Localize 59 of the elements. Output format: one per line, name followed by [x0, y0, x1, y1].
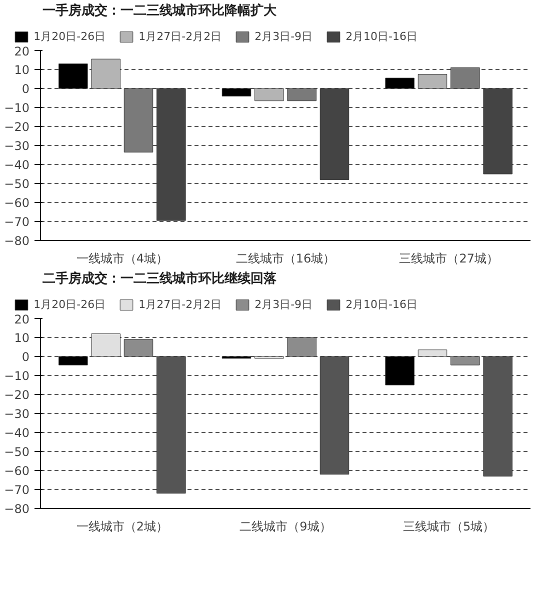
bar	[91, 58, 120, 89]
bar	[156, 88, 186, 221]
y-tick-label: −60	[4, 196, 30, 210]
y-tick-label: −70	[4, 483, 30, 497]
x-tick-label: 二线城市（9城）	[240, 520, 332, 534]
bar	[385, 356, 414, 386]
y-tick-label: 0	[22, 82, 30, 96]
y-tick-label: −40	[4, 426, 30, 440]
bar	[450, 356, 480, 366]
x-tick-label: 一线城市（4城）	[76, 252, 168, 266]
y-tick-label: −20	[4, 120, 30, 134]
y-tick-label: −10	[4, 101, 30, 115]
y-tick-label: −70	[4, 215, 30, 229]
legend-label: 1月27日-2月2日	[138, 297, 222, 312]
y-tick-label: −50	[4, 445, 30, 459]
legend-label: 1月27日-2月2日	[138, 29, 222, 44]
legend-label: 1月20日-26日	[34, 29, 106, 44]
legend-label: 2月3日-9日	[254, 29, 313, 44]
y-tick-label: −80	[4, 234, 30, 248]
legend-label: 2月10日-16日	[346, 29, 418, 44]
bar	[450, 67, 480, 89]
y-tick-label: −80	[4, 502, 30, 516]
bar	[124, 339, 154, 357]
bar	[91, 333, 120, 357]
y-tick-label: 20	[14, 312, 30, 326]
bar	[483, 88, 512, 174]
y-tick-label: −50	[4, 177, 30, 191]
y-tick-label: −40	[4, 158, 30, 172]
bar	[483, 356, 512, 476]
x-tick-label: 三线城市（27城）	[399, 252, 498, 266]
y-tick-label: −30	[4, 139, 30, 153]
bar	[320, 88, 350, 180]
y-tick-label: −30	[4, 407, 30, 421]
bar	[58, 356, 88, 366]
chart-title: 一手房成交：一二三线城市环比降幅扩大	[42, 2, 278, 18]
bar	[418, 350, 448, 357]
bar	[385, 78, 414, 89]
y-tick-label: −60	[4, 464, 30, 478]
y-tick-label: 10	[14, 63, 30, 77]
bar	[320, 356, 350, 475]
y-tick-label: −20	[4, 388, 30, 402]
y-tick-label: 10	[14, 331, 30, 345]
y-tick-label: 0	[22, 350, 30, 364]
y-tick-label: 20	[14, 44, 30, 58]
bar	[124, 88, 154, 152]
legend-label: 1月20日-26日	[34, 297, 106, 312]
legend-label: 2月3日-9日	[254, 297, 313, 312]
y-tick-label: −10	[4, 369, 30, 383]
x-tick-label: 一线城市（2城）	[76, 520, 168, 534]
x-tick-label: 三线城市（5城）	[403, 520, 495, 534]
legend-label: 2月10日-16日	[346, 297, 418, 312]
bar	[287, 88, 316, 102]
bar	[254, 88, 284, 102]
chart-title: 二手房成交：一二三线城市环比继续回落	[42, 270, 278, 286]
bar	[287, 337, 316, 357]
bar	[58, 64, 88, 89]
x-tick-label: 二线城市（16城）	[236, 252, 336, 266]
bar	[418, 74, 448, 89]
bar	[222, 88, 252, 96]
